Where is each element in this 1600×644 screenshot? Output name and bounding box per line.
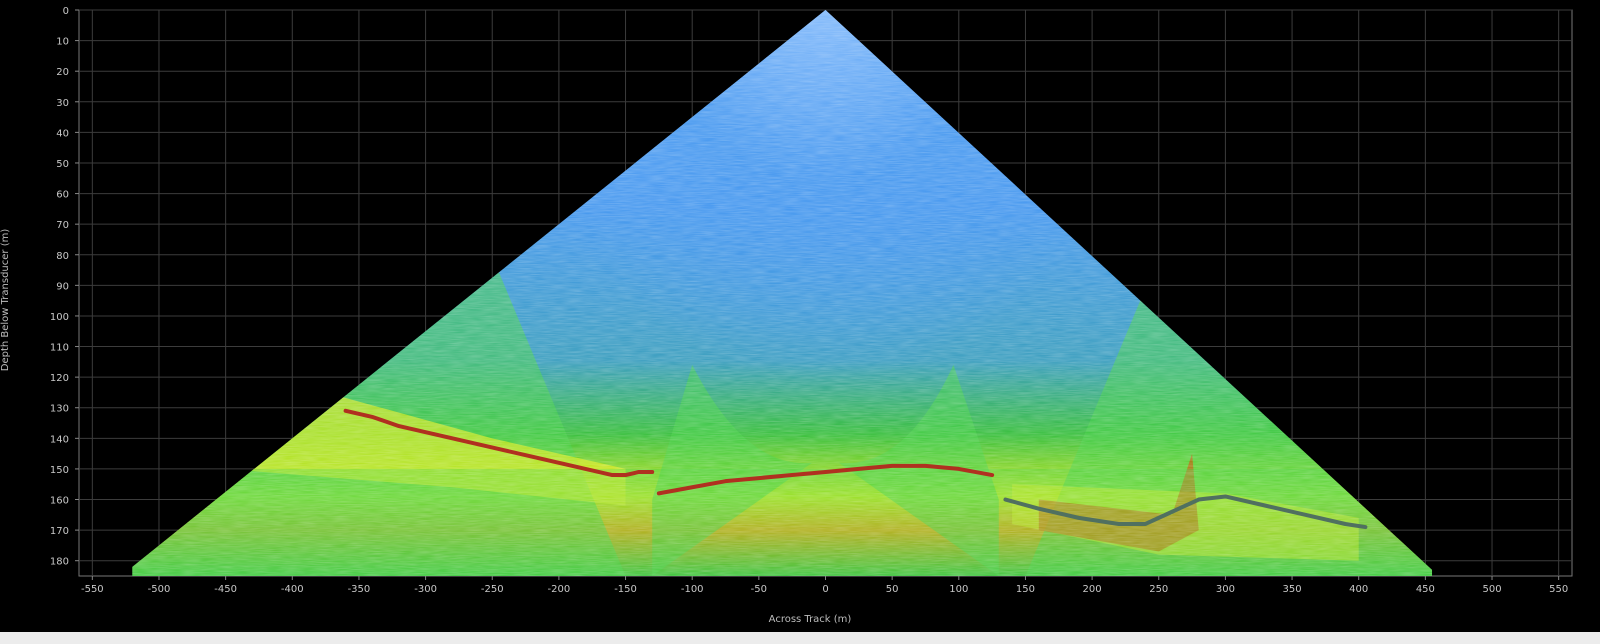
x-tick-label: 200 [1083,584,1102,595]
x-tick-label: -200 [548,584,571,595]
x-tick-label: -400 [281,584,304,595]
seafloor-line-3 [1003,494,1368,530]
x-tick-label: -300 [414,584,437,595]
x-tick-label: 100 [949,584,968,595]
x-tick-labels: -550 -500 -450 -400 -350 -300 -250 -200 -150 -100… [81,576,1568,595]
x-tick-label: 400 [1349,584,1368,595]
y-tick-label: 180 [50,557,69,568]
x-tick-label: -150 [614,584,637,595]
y-tick-label: 110 [50,343,69,354]
x-tick-label: 550 [1549,584,1568,595]
y-tick-label: 80 [56,251,69,262]
y-tick-label: 120 [50,373,69,384]
x-tick-label: 250 [1149,584,1168,595]
y-tick-label: 60 [56,190,69,201]
x-tick-label: 500 [1482,584,1501,595]
x-tick-label: 300 [1216,584,1235,595]
y-tick-label: 30 [56,98,69,109]
y-axis-title: Depth Below Transducer (m) [0,229,11,372]
x-tick-label: -550 [81,584,104,595]
y-tick-label: 70 [56,220,69,231]
x-tick-label: 150 [1016,584,1035,595]
x-axis-title: Across Track (m) [769,614,852,625]
y-tick-label: 150 [50,465,69,476]
x-tick-label: -500 [148,584,171,595]
x-tick-label: -100 [681,584,704,595]
seafloor-line-2 [656,463,995,496]
x-tick-label: 450 [1416,584,1435,595]
y-tick-label: 130 [50,404,69,415]
x-tick-label: -350 [348,584,371,595]
x-tick-label: -450 [214,584,237,595]
x-tick-label: 0 [822,584,828,595]
seafloor-line-1 [343,408,655,478]
y-tick-label: 90 [56,281,69,292]
y-tick-label: 140 [50,434,69,445]
y-tick-label: 40 [56,128,69,139]
y-tick-label: 0 [63,6,69,17]
x-tick-label: -250 [481,584,504,595]
y-tick-label: 20 [56,67,69,78]
y-tick-label: 10 [56,37,69,48]
y-tick-labels: 0 10 20 30 40 50 60 70 80 90 100 110 120 130 140 150 160… [50,6,79,568]
y-tick-label: 170 [50,526,69,537]
y-tick-label: 50 [56,159,69,170]
y-tick-label: 100 [50,312,69,323]
x-tick-label: 350 [1283,584,1302,595]
status-strip [0,632,1600,644]
y-tick-label: 160 [50,496,69,507]
x-tick-label: 50 [886,584,899,595]
seafloor-lines [343,408,1368,530]
x-tick-label: -50 [751,584,767,595]
